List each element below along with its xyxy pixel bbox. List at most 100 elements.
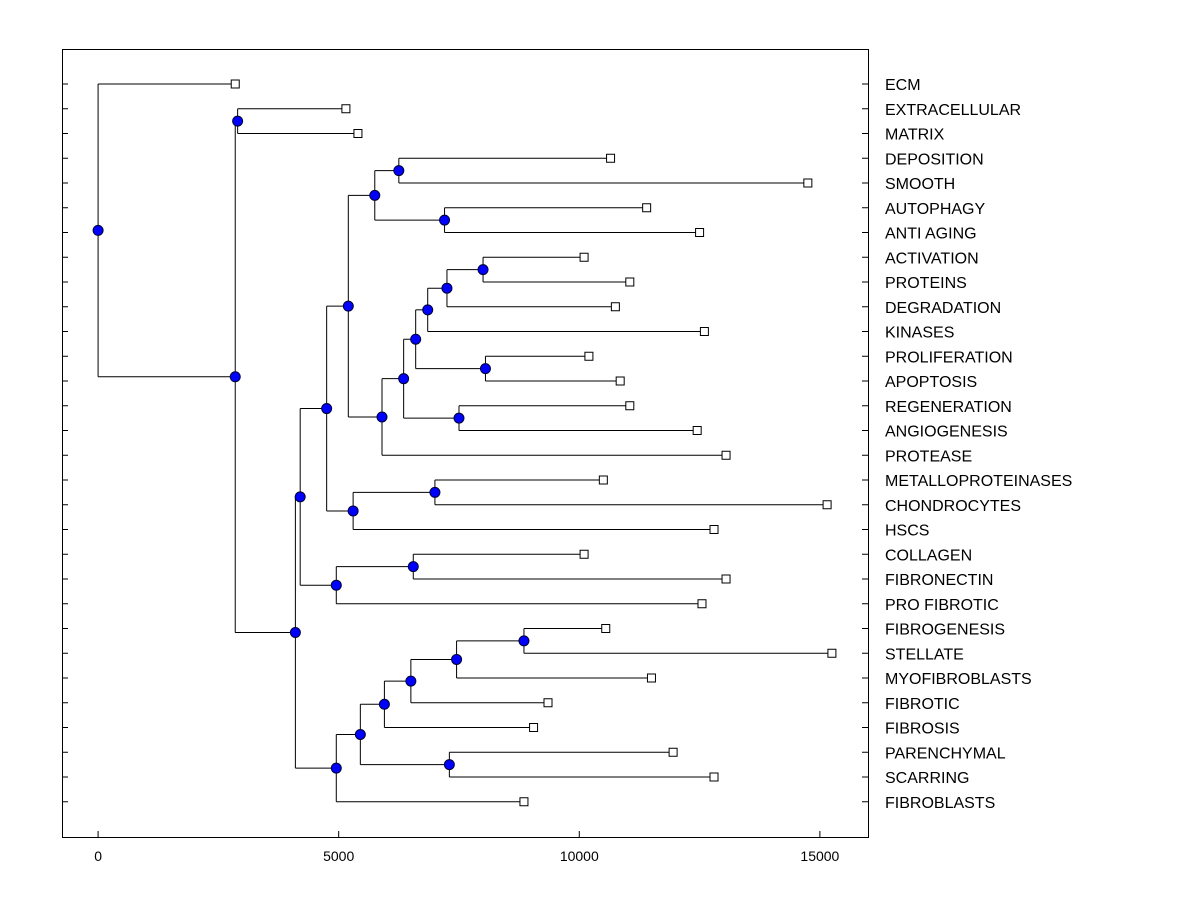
leaf-label: AUTOPHAGY bbox=[885, 201, 986, 218]
leaf-label: ANTI AGING bbox=[885, 226, 977, 243]
leaf-label: KINASES bbox=[885, 325, 954, 342]
x-tick-label: 10000 bbox=[560, 848, 599, 864]
leaf-label: COLLAGEN bbox=[885, 547, 972, 564]
merge-node bbox=[369, 189, 381, 201]
leaf-marker bbox=[646, 673, 656, 683]
merge-node bbox=[407, 561, 419, 573]
leaf-label: SMOOTH bbox=[885, 176, 955, 193]
x-tick-label: 5000 bbox=[323, 848, 354, 864]
leaf-marker bbox=[697, 599, 707, 609]
leaf-marker bbox=[699, 327, 709, 336]
leaf-markers bbox=[230, 79, 837, 807]
leaf-label: FIBRONECTIN bbox=[885, 572, 993, 589]
leaf-label: FIBROSIS bbox=[885, 721, 960, 738]
merge-node bbox=[443, 759, 455, 771]
leaf-marker bbox=[341, 104, 351, 114]
leaf-marker bbox=[709, 525, 719, 534]
x-tick-label: 15000 bbox=[800, 848, 839, 864]
leaf-label: MYOFIBROBLASTS bbox=[885, 671, 1032, 688]
merge-node bbox=[441, 282, 453, 294]
leaf-marker bbox=[584, 351, 594, 361]
merge-node bbox=[342, 300, 354, 312]
merge-node bbox=[376, 411, 388, 423]
merge-node bbox=[354, 728, 366, 740]
leaf-marker bbox=[598, 475, 608, 485]
merge-node bbox=[518, 635, 530, 647]
leaf-label: CHONDROCYTES bbox=[885, 498, 1021, 515]
leaf-marker bbox=[642, 203, 652, 213]
merge-node bbox=[294, 491, 306, 503]
leaf-label: ANGIOGENESIS bbox=[885, 424, 1008, 441]
leaf-label: EXTRACELLULAR bbox=[885, 102, 1021, 119]
leaf-marker bbox=[827, 648, 837, 658]
merge-node bbox=[405, 675, 417, 687]
leaf-marker bbox=[692, 426, 702, 435]
leaf-marker bbox=[579, 252, 589, 262]
leaf-marker bbox=[709, 772, 719, 782]
leaf-label: PROTEINS bbox=[885, 275, 967, 292]
merge-node bbox=[453, 412, 465, 424]
merge-node bbox=[330, 762, 342, 774]
leaf-marker bbox=[606, 153, 616, 163]
leaf-marker bbox=[230, 79, 240, 89]
leaf-marker bbox=[625, 277, 635, 287]
branch-lines bbox=[97, 83, 832, 803]
leaf-label: FIBROGENESIS bbox=[885, 622, 1005, 639]
merge-node bbox=[393, 165, 405, 177]
merge-node bbox=[330, 579, 342, 591]
merge-node bbox=[229, 371, 241, 383]
leaf-marker bbox=[519, 797, 529, 807]
merge-node bbox=[410, 333, 422, 345]
x-axis: 0 5000 10000 15000 bbox=[94, 831, 840, 864]
merge-node bbox=[477, 264, 489, 276]
leaf-marker bbox=[610, 302, 620, 312]
leaf-label: STELLATE bbox=[885, 646, 964, 663]
leaf-marker bbox=[822, 500, 832, 510]
leaf-label: REGENERATION bbox=[885, 399, 1012, 416]
merge-node bbox=[429, 486, 441, 498]
leaf-marker bbox=[803, 178, 813, 188]
leaf-label: FIBROBLASTS bbox=[885, 795, 995, 812]
x-tick-label: 0 bbox=[94, 848, 102, 864]
leaf-label: APOPTOSIS bbox=[885, 374, 977, 391]
leaf-label: PROTEASE bbox=[885, 448, 972, 465]
leaf-marker bbox=[601, 624, 611, 633]
leaf-marker bbox=[543, 698, 553, 708]
leaf-marker bbox=[721, 450, 731, 460]
merge-node bbox=[378, 698, 390, 710]
leaf-label: METALLOPROTEINASES bbox=[885, 473, 1072, 490]
leaf-marker bbox=[625, 401, 635, 411]
merge-node bbox=[321, 403, 333, 415]
leaf-label: DEGRADATION bbox=[885, 300, 1001, 317]
merge-node bbox=[92, 224, 104, 236]
leaf-marker bbox=[579, 549, 589, 559]
leaf-label: MATRIX bbox=[885, 127, 945, 144]
leaf-label: PROLIFERATION bbox=[885, 349, 1013, 366]
plot-frame bbox=[62, 49, 869, 838]
leaf-marker bbox=[695, 228, 705, 237]
merge-node bbox=[289, 626, 301, 638]
merge-node bbox=[422, 304, 434, 316]
leaf-label: HSCS bbox=[885, 523, 929, 540]
leaf-label: ECM bbox=[885, 77, 921, 94]
merge-node bbox=[439, 214, 451, 226]
merge-node bbox=[232, 115, 244, 127]
leaf-label: FIBROTIC bbox=[885, 696, 960, 713]
leaf-label: PRO FIBROTIC bbox=[885, 597, 999, 614]
leaf-marker bbox=[353, 129, 363, 138]
leaf-label: PARENCHYMAL bbox=[885, 745, 1006, 762]
leaf-marker bbox=[615, 376, 625, 386]
merge-node bbox=[347, 505, 359, 517]
leaf-marker bbox=[668, 747, 678, 757]
leaf-marker bbox=[721, 574, 731, 584]
leaf-marker bbox=[529, 723, 539, 732]
leaf-label: DEPOSITION bbox=[885, 151, 984, 168]
merge-nodes bbox=[92, 115, 530, 774]
leaf-labels: ECM EXTRACELLULAR MATRIX DEPOSITION SMOOTH AU… bbox=[885, 77, 1072, 812]
merge-node bbox=[398, 373, 410, 385]
merge-node bbox=[451, 653, 463, 665]
leaf-tick-marks bbox=[62, 83, 868, 803]
merge-node bbox=[479, 363, 491, 375]
leaf-label: SCARRING bbox=[885, 770, 969, 787]
